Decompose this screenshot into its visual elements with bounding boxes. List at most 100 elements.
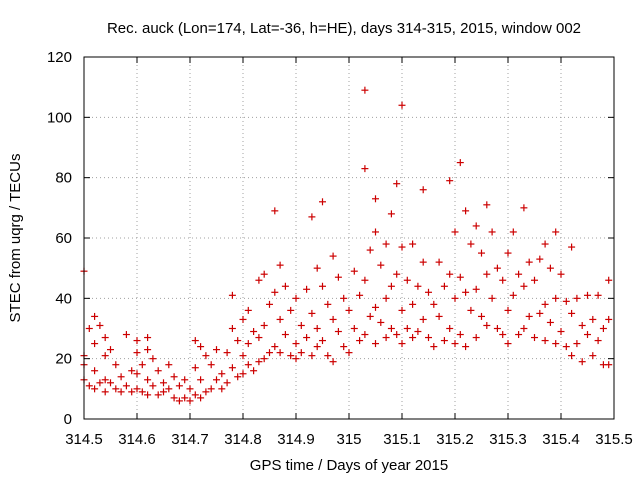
data-point [425,288,432,296]
data-point [313,343,321,351]
data-point [101,352,109,360]
data-point [101,388,109,396]
data-point [255,358,263,366]
data-point [313,264,321,272]
data-point [250,367,258,375]
data-point [483,201,491,209]
data-point [499,331,507,339]
x-tick-label: 314.9 [277,431,315,448]
data-point [313,325,321,332]
data-point [398,101,406,109]
data-point [605,315,613,323]
data-point [308,309,316,317]
data-point [462,343,470,351]
data-point [531,334,538,342]
data-point [107,379,114,387]
data-point [515,270,523,278]
data-point [578,321,586,329]
data-point [234,373,242,381]
data-point [446,325,454,332]
data-point [493,325,501,332]
data-point [260,355,268,363]
data-point [430,300,438,308]
data-point [244,340,252,348]
data-point [393,180,401,188]
data-point [207,361,215,369]
data-point [223,379,231,387]
data-point [568,309,576,317]
data-point [409,240,417,248]
data-point [467,306,475,314]
data-point [520,282,528,290]
data-point [467,240,475,248]
data-point [398,340,406,348]
data-point [509,291,517,299]
data-point [138,361,146,369]
data-point [589,352,597,360]
data-point [488,228,496,236]
data-point [361,165,369,173]
data-point [451,228,459,236]
x-tick-label: 315 [336,431,361,448]
data-point [472,334,480,342]
data-point [366,246,374,254]
data-point [138,388,146,396]
data-point [112,385,120,393]
data-point [340,294,348,302]
data-point [425,334,432,342]
data-point [319,282,326,290]
y-tick-label: 20 [55,351,72,368]
y-axis-title: STEC from uqrg / TECUs [7,154,24,323]
data-point [287,306,295,314]
data-point [107,346,114,354]
x-tick-label: 314.6 [118,431,156,448]
data-point [393,331,401,339]
data-point [456,273,464,281]
data-point [446,270,454,278]
data-point [91,367,99,375]
data-point [329,358,337,366]
data-point [175,382,183,390]
data-point [552,228,560,236]
data-point [456,159,464,167]
data-point [361,276,369,284]
x-axis-title: GPS time / Days of year 2015 [250,457,448,474]
data-point [207,385,215,393]
data-point [557,328,565,336]
data-point [160,379,167,387]
data-point [271,343,279,351]
y-tick-label: 120 [47,49,72,66]
data-point [297,349,305,357]
data-point [239,352,247,360]
data-point [372,228,379,236]
y-tick-label: 40 [55,290,72,307]
data-point [133,349,141,357]
data-point [334,328,342,336]
data-point [504,306,512,314]
data-point [387,282,395,290]
data-point [239,315,247,323]
data-point [244,361,252,369]
data-point [361,331,369,339]
data-point [260,321,268,329]
data-point [599,325,607,332]
data-point [271,288,279,296]
data-point [96,321,104,329]
data-point [419,186,427,194]
data-point [605,276,613,284]
data-point [356,291,364,299]
data-point [377,318,385,326]
data-point [504,340,512,348]
data-point [260,270,268,278]
data-point [419,258,427,266]
data-point [462,207,470,215]
data-point [451,294,459,302]
axis-ticks: 0 20 40 60 80 100 120 314.5 314.6 314.7 314.8 314.9… [47,49,633,448]
data-point [308,352,316,360]
data-point [414,282,422,290]
data-point [594,337,602,345]
data-point [324,300,332,308]
data-point [271,207,279,215]
data-point [218,370,226,378]
data-point [525,258,533,266]
